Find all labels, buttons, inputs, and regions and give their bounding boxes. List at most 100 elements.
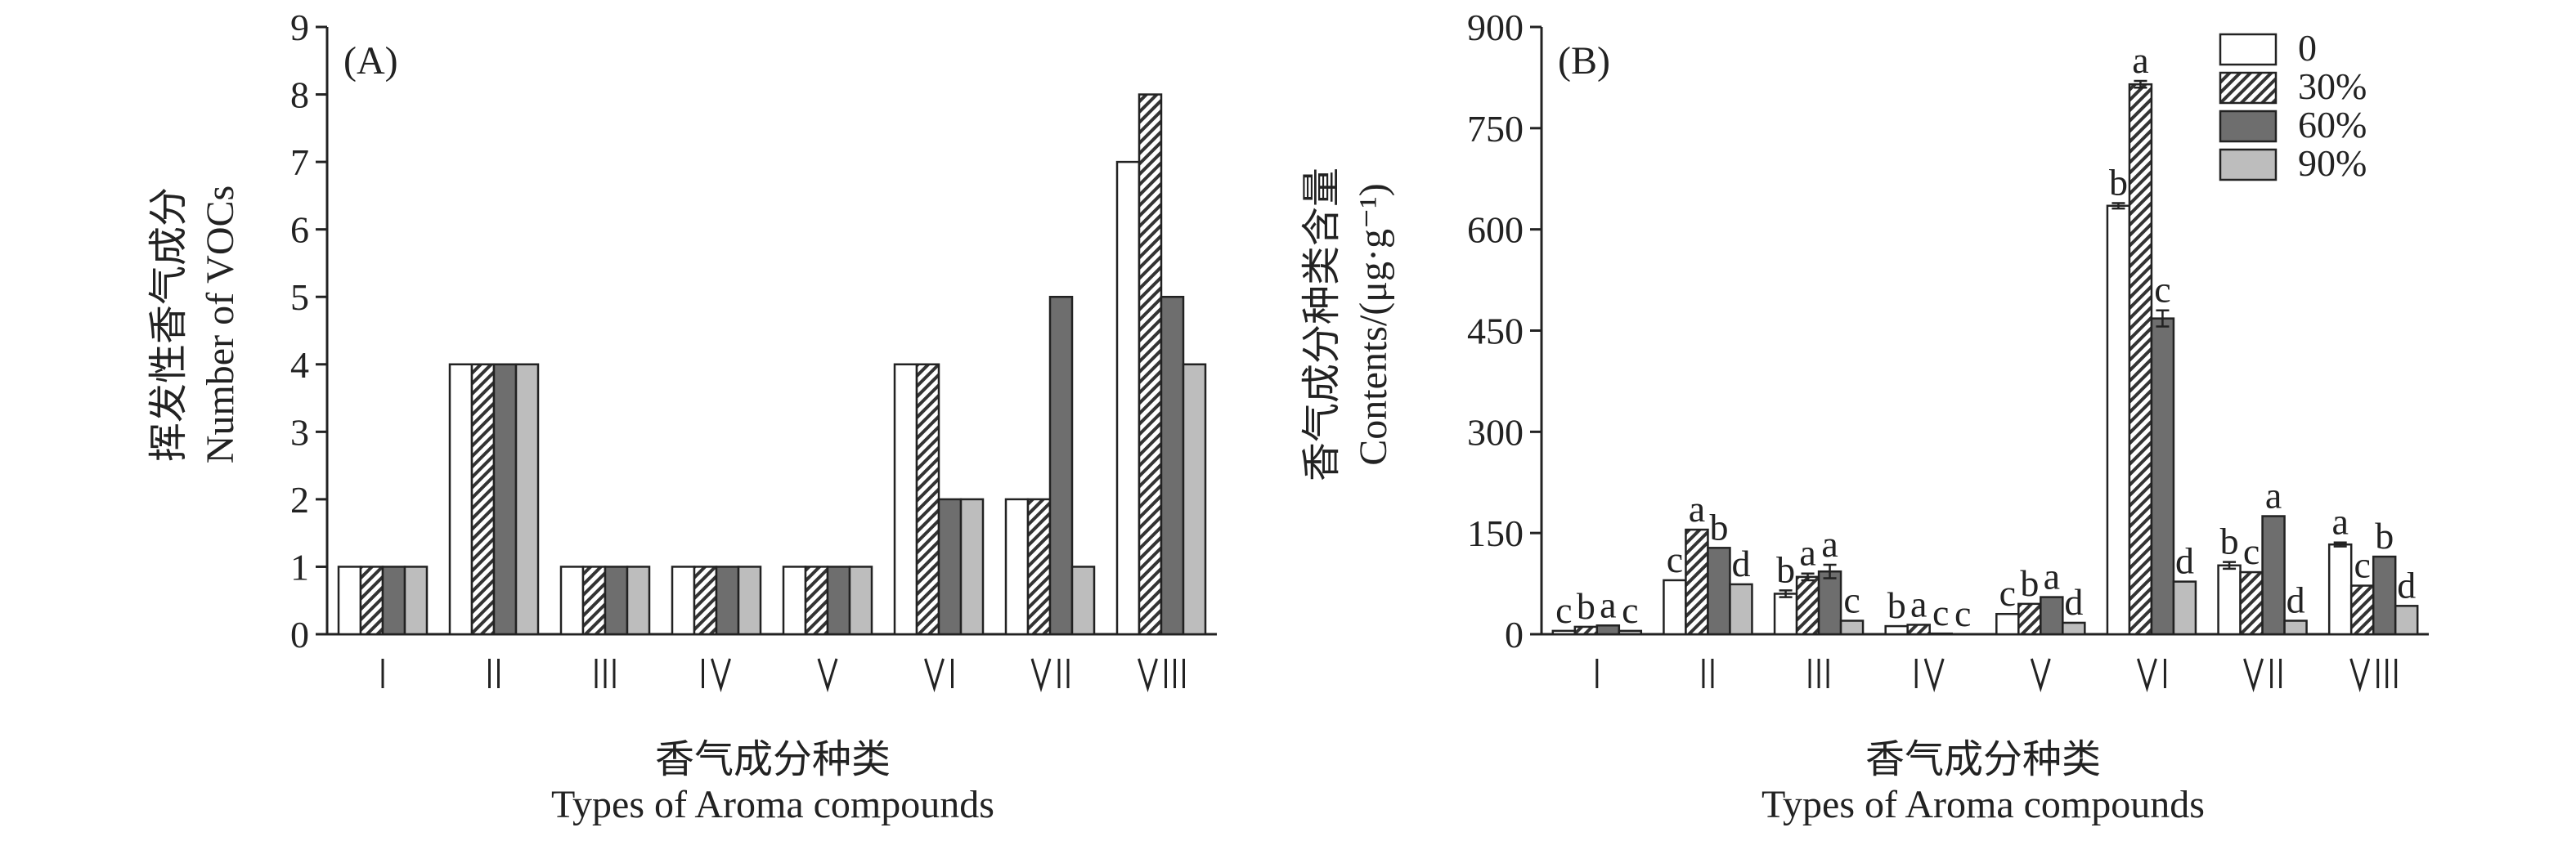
panel-a-bar xyxy=(581,566,607,636)
panel-b-bar xyxy=(1707,547,1731,636)
panel-b-significance-letter: c xyxy=(1622,589,1638,631)
panel-a-tick-label xyxy=(1138,658,1185,693)
panel-a-bar xyxy=(671,566,696,636)
legend: 030%60%90% xyxy=(2219,27,2367,184)
legend-swatch xyxy=(2219,110,2278,143)
panel-a-bar xyxy=(826,566,851,636)
panel-a-y-tick-label: 4 xyxy=(290,344,309,386)
panel-b-bar xyxy=(1906,624,1931,636)
panel-b-bar xyxy=(1729,583,1753,636)
panel-b-tick-label xyxy=(1702,659,1714,688)
panel-a-y-tick-label: 8 xyxy=(290,74,309,116)
panel-b-significance-letter: d xyxy=(2064,581,2083,623)
panel-a-bar xyxy=(1138,93,1163,636)
panel-b-y-tick-label: 600 xyxy=(1467,209,1524,251)
panel-b-tick-label xyxy=(2137,658,2166,693)
panel-b-significance-letter: b xyxy=(2020,562,2039,604)
panel-a-bar xyxy=(604,566,629,636)
panel-b-bar xyxy=(1685,528,1709,636)
panel-b-xlabel-en: Types of Aroma compounds xyxy=(1761,783,2205,826)
panel-a-bar xyxy=(470,363,496,636)
panel-a-bar xyxy=(804,566,829,636)
panel-b-significance-letter: c xyxy=(1667,539,1683,580)
panel-a-bar xyxy=(559,566,585,636)
legend-label: 0 xyxy=(2298,27,2317,69)
panel-b-bar xyxy=(1573,625,1599,636)
panel-a-bar xyxy=(514,363,540,636)
panel-b-bar xyxy=(2283,620,2308,636)
panel-a-bar xyxy=(1160,295,1185,636)
panel-b-bar xyxy=(2062,621,2086,636)
panel-b-tick-label-stroke xyxy=(2349,658,2371,693)
panel-b-bar xyxy=(2327,543,2353,636)
panel-b-bar xyxy=(2217,564,2242,636)
panel-b-y-tick-label: 750 xyxy=(1467,108,1524,150)
panel-b: (B) 香气成分种类含量 Contents/(μg·g⁻¹) 香气成分种类 Ty… xyxy=(1300,7,2429,826)
panel-a-y-tick-label: 6 xyxy=(290,209,309,251)
panel-b-significance-letter: a xyxy=(2132,39,2148,81)
panel-b-y-tick-label: 900 xyxy=(1467,7,1524,48)
panel-b-bar xyxy=(1795,575,1820,636)
panel-a-y-tick-label: 7 xyxy=(290,141,309,183)
panel-b-xlabel-cn: 香气成分种类 xyxy=(1865,738,2101,781)
panel-b-significance-letter: c xyxy=(2243,530,2260,572)
panel-b-bar xyxy=(2017,602,2042,636)
panel-a-bar xyxy=(448,363,473,636)
panel-a-tick-label xyxy=(817,658,838,693)
panel-b-significance-letter: d xyxy=(2175,540,2194,582)
panel-a-tick-label xyxy=(488,659,500,688)
panel-b-tick-label xyxy=(2243,658,2282,693)
panel-b-bar xyxy=(1618,629,1643,636)
panel-b-significance-letter: b xyxy=(2375,515,2394,557)
panel-a-tick-label xyxy=(702,658,731,693)
panel-a-bar xyxy=(1026,498,1052,636)
panel-a-bar xyxy=(893,363,918,636)
panel-b-significance-letter: d xyxy=(1731,543,1750,584)
legend-label: 60% xyxy=(2298,104,2367,145)
panel-b-significance-letter: a xyxy=(2331,501,2348,543)
panel-b-significance-letter: b xyxy=(2109,161,2128,203)
panel-a-tick-label-stroke xyxy=(817,658,838,693)
panel-a-bar xyxy=(1048,295,1074,636)
panel-a-tick-label xyxy=(1030,658,1070,693)
panel-b-bar xyxy=(1773,593,1798,636)
panel-b-bar xyxy=(1884,624,1909,636)
panel-b-bar xyxy=(2349,584,2375,636)
panel-b-significance-letter: c xyxy=(2354,544,2370,586)
panel-a-bar xyxy=(1115,160,1141,636)
panel-b-ylabel-cn: 香气成分种类含量 xyxy=(1300,168,1344,481)
panel-a-bar xyxy=(693,566,718,636)
panel-a-y-tick-label: 1 xyxy=(290,546,309,588)
panel-a-bar xyxy=(959,498,985,636)
panel-a-bar xyxy=(937,498,963,636)
panel-a-ylabel-cn: 挥发性香气成分 xyxy=(147,187,191,462)
panel-a-tick-label-stroke xyxy=(924,658,945,693)
panel-b-tick-label-stroke xyxy=(2030,658,2051,693)
panel-a-bar xyxy=(737,566,762,636)
legend-label: 30% xyxy=(2298,65,2367,107)
panel-b-significance-letter: c xyxy=(2154,269,2170,311)
panel-a-label: (A) xyxy=(343,39,398,83)
panel-b-significance-letter: c xyxy=(1999,572,2016,614)
panel-b-tick-label xyxy=(1914,658,1945,693)
panel-b-bar xyxy=(1928,632,1953,636)
legend-swatch xyxy=(2219,33,2278,66)
panel-a-bar xyxy=(715,566,740,636)
panel-b-y-tick-label: 450 xyxy=(1467,311,1524,352)
legend-swatch xyxy=(2219,71,2278,105)
panel-a-bar xyxy=(626,566,651,636)
panel-b-bar xyxy=(1595,624,1621,636)
panel-b-bar xyxy=(2150,317,2175,636)
panel-a-bar xyxy=(337,566,362,636)
panel-b-tick-label-stroke xyxy=(1923,658,1945,693)
panel-b-significance-letter: a xyxy=(1910,583,1927,624)
panel-b-significance-letter: a xyxy=(1689,488,1705,530)
panel-b-bar xyxy=(2172,580,2197,636)
panel-b-ylabel-en: Contents/(μg·g⁻¹) xyxy=(1352,183,1395,465)
panel-b-bar xyxy=(2128,83,2153,636)
panel-b-tick-label-stroke xyxy=(2243,658,2264,693)
panel-b-significance-letter: d xyxy=(2287,579,2305,620)
panel-b-tick-label xyxy=(2349,658,2398,693)
